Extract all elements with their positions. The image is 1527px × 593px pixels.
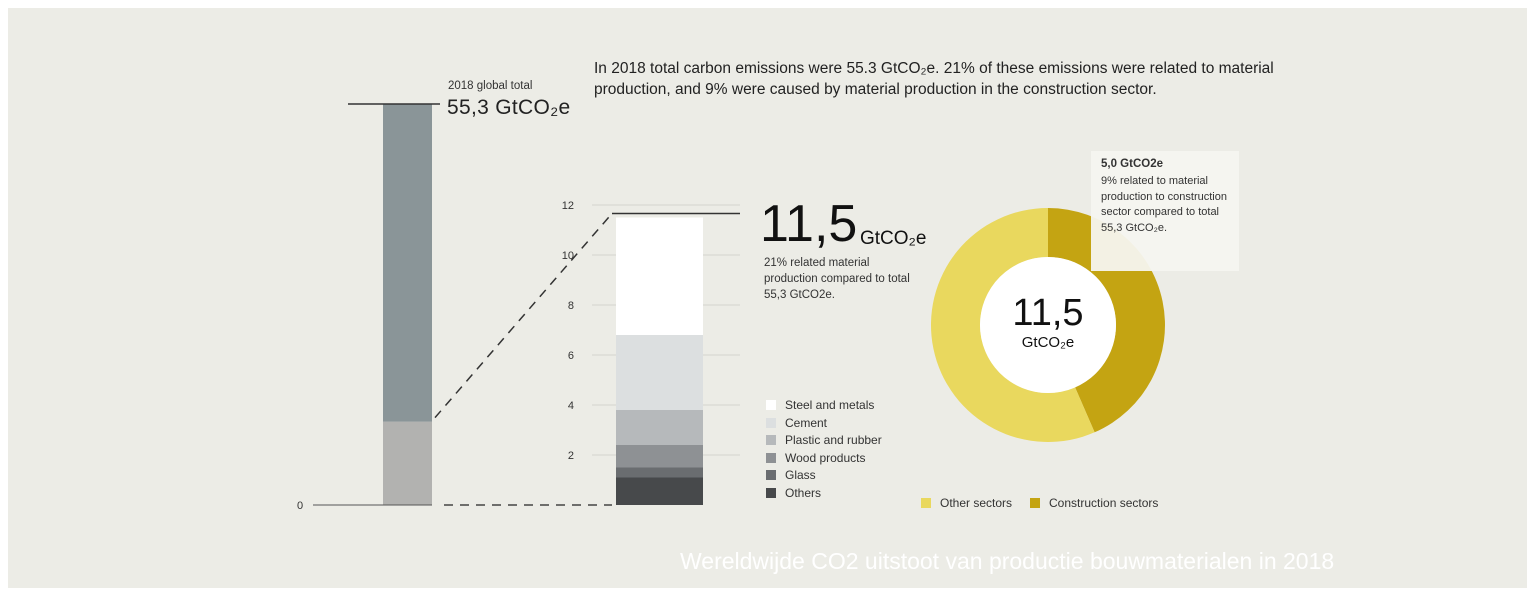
chart-svg: 0 2 4 6 8 10 12 [297,103,1165,512]
legend-swatch [766,487,776,498]
stack-segment-cement [616,335,703,410]
legend-swatch [766,452,776,463]
total-bar-value: 55,3 GtCO₂e [447,96,571,119]
callout-description: 9% related to material production to con… [1101,175,1227,234]
chart-canvas: 0 2 4 6 8 10 12 In 2018 total carbon emissions… [8,8,1527,588]
legend-swatch [766,470,776,480]
materials-total-value: 11,5 [760,195,858,253]
legend-label: Steel and metals [785,398,875,412]
legend-swatch [1030,498,1040,508]
donut-hole [980,257,1116,393]
total-bar-segment-2 [383,104,432,422]
legend-label: Construction sectors [1049,496,1159,510]
y-tick-label-6: 6 [568,350,574,362]
y-tick-label-8: 8 [568,300,574,312]
total-bar-label: 2018 global total [448,80,533,92]
legend-label: Plastic and rubber [785,433,882,447]
connector-top [434,213,613,419]
legend-label: Glass [785,468,816,482]
legend-swatch [766,400,776,410]
y-tick-label-10: 10 [562,250,574,262]
image-caption: Wereldwijde CO2 uitstoot van productie b… [680,548,1335,574]
donut-center-unit: GtCO₂e [1021,334,1075,351]
materials-total-unit: GtCO₂e [860,228,927,249]
legend-swatch [766,417,776,428]
callout-title: 5,0 GtCO2e [1101,158,1163,170]
stack-segment-others [616,477,703,505]
intro-text: In 2018 total carbon emissions were 55.3… [594,60,1274,98]
legend-label: Cement [785,415,828,430]
stack-segment-plastic-and-rubber [616,410,703,445]
y-tick-label-4: 4 [568,400,574,412]
legend-label: Others [785,485,822,500]
legend-swatch [766,435,776,445]
materials-total-description: 21% related material production compared… [764,257,910,301]
donut-slice-other-sectors [930,208,1095,442]
y-tick-label-2: 2 [568,450,574,462]
stack-segment-glass [616,467,703,478]
y-tick-label-total: 0 [297,500,303,512]
y-tick-label-12: 12 [562,200,574,212]
callout-box [1091,151,1239,271]
stack-segment-steel-and-metals [616,217,703,335]
stack-segment-wood-products [616,445,703,468]
legend-swatch [921,498,931,508]
legend-label: Wood products [785,450,866,465]
donut-center-value: 11,5 [1012,292,1084,334]
legend-label: Other sectors [940,496,1013,510]
total-bar-segment-1 [383,421,432,505]
